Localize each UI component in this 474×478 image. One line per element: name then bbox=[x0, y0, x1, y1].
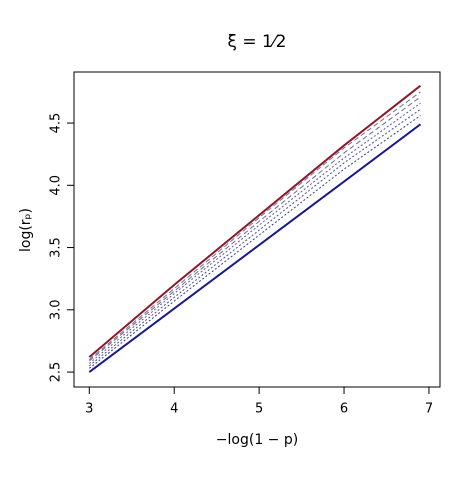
y-tick-label: 2.5 bbox=[49, 362, 64, 383]
chart-title: ξ = 1⁄2 bbox=[227, 32, 286, 52]
line-series bbox=[88, 115, 421, 369]
y-tick-label: 4.5 bbox=[49, 113, 64, 134]
y-axis-label: log(rₚ) bbox=[18, 208, 34, 252]
line-series bbox=[88, 108, 421, 367]
x-tick-label: 6 bbox=[340, 402, 348, 417]
line-series bbox=[88, 102, 421, 364]
y-tick-label: 3.0 bbox=[49, 299, 64, 320]
y-tick-label: 3.5 bbox=[49, 237, 64, 258]
line-series bbox=[88, 84, 422, 358]
plot-box bbox=[73, 71, 441, 388]
x-tick-label: 3 bbox=[85, 402, 93, 417]
x-axis-label: −log(1 − p) bbox=[216, 432, 298, 448]
line-series bbox=[88, 96, 421, 362]
y-tick-label: 4.0 bbox=[49, 175, 64, 196]
x-tick-label: 7 bbox=[425, 402, 433, 417]
line-series bbox=[88, 91, 421, 360]
x-tick-label: 5 bbox=[255, 402, 263, 417]
line-series bbox=[88, 123, 422, 373]
x-tick-label: 4 bbox=[170, 402, 178, 417]
